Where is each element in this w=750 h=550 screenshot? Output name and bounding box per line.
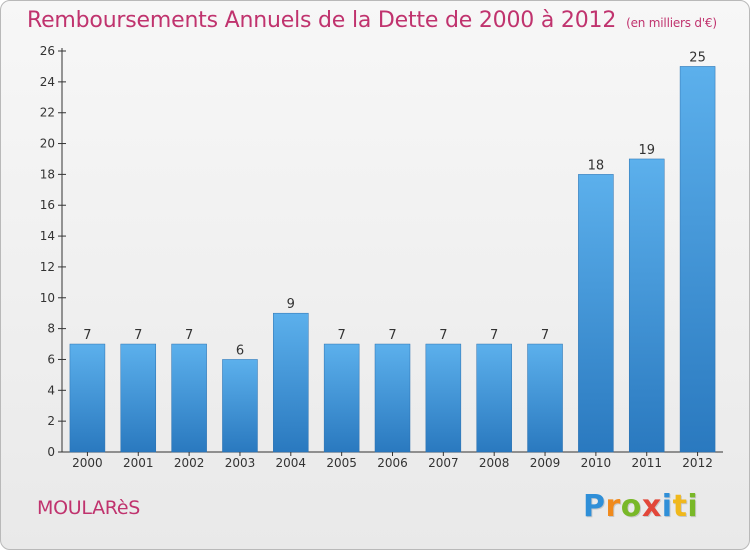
bar-value-label: 7 xyxy=(541,328,549,343)
bar-value-label: 18 xyxy=(588,158,605,173)
logo-letter: t xyxy=(672,489,688,524)
y-tick-label: 10 xyxy=(40,291,55,305)
bar xyxy=(628,158,665,453)
bar xyxy=(171,343,207,453)
x-tick-label: 2006 xyxy=(377,456,408,470)
bar-value-label: 7 xyxy=(439,328,447,343)
bar xyxy=(120,343,157,453)
x-tick-label: 2003 xyxy=(225,456,256,470)
bar-value-label: 7 xyxy=(134,328,142,343)
chart-title: Remboursements Annuels de la Dette de 20… xyxy=(27,8,717,33)
y-tick-label: 18 xyxy=(40,167,55,181)
x-tick-label: 2012 xyxy=(682,456,713,470)
y-tick-label: 16 xyxy=(40,198,55,212)
proxiti-logo: Proxiti xyxy=(583,489,698,524)
y-tick-label: 8 xyxy=(47,322,55,336)
bar xyxy=(425,343,462,453)
y-tick-label: 0 xyxy=(47,445,55,459)
bar-value-label: 25 xyxy=(689,50,706,65)
bar-value-label: 7 xyxy=(490,328,498,343)
bar xyxy=(578,174,614,453)
x-tick-label: 2009 xyxy=(530,456,561,470)
bar-value-label: 19 xyxy=(638,143,655,158)
logo-letter: r xyxy=(605,489,621,524)
bar xyxy=(222,359,258,453)
logo-letter: i xyxy=(687,489,699,524)
y-tick-label: 6 xyxy=(47,352,55,366)
x-tick-label: 2001 xyxy=(123,456,154,470)
bar-value-label: 9 xyxy=(287,297,295,312)
bar-value-label: 7 xyxy=(185,328,193,343)
bar xyxy=(679,66,716,453)
y-tick-label: 4 xyxy=(47,383,55,397)
x-tick-label: 2004 xyxy=(276,456,307,470)
bar xyxy=(527,343,563,453)
x-tick-label: 2011 xyxy=(631,456,662,470)
x-tick-label: 2007 xyxy=(428,456,459,470)
bar xyxy=(374,343,411,453)
bar-value-label: 7 xyxy=(388,328,396,343)
chart-title-text: Remboursements Annuels de la Dette de 20… xyxy=(27,8,617,33)
bar xyxy=(273,312,309,453)
bar-value-label: 7 xyxy=(338,328,346,343)
logo-letter: x xyxy=(641,489,662,524)
y-tick-label: 26 xyxy=(40,44,55,58)
logo-letter: o xyxy=(620,489,642,524)
y-tick-label: 2 xyxy=(47,414,55,428)
y-tick-label: 22 xyxy=(40,106,55,120)
x-tick-label: 2002 xyxy=(174,456,205,470)
chart-unit: (en milliers d'€) xyxy=(626,16,717,30)
y-tick-label: 12 xyxy=(40,260,55,274)
y-tick-label: 20 xyxy=(40,137,55,151)
x-tick-label: 2010 xyxy=(581,456,612,470)
bar xyxy=(323,343,360,453)
bar xyxy=(69,343,106,453)
bar-value-label: 6 xyxy=(236,343,244,358)
x-tick-label: 2000 xyxy=(72,456,103,470)
y-tick-label: 14 xyxy=(40,229,55,243)
y-tick-label: 24 xyxy=(40,75,55,89)
x-tick-label: 2005 xyxy=(326,456,357,470)
x-tick-label: 2008 xyxy=(479,456,510,470)
town-name: MOULARèS xyxy=(37,497,140,519)
bar-value-label: 7 xyxy=(83,328,91,343)
logo-letter: i xyxy=(661,489,673,524)
logo-letter: P xyxy=(583,489,606,524)
bar xyxy=(476,343,512,453)
